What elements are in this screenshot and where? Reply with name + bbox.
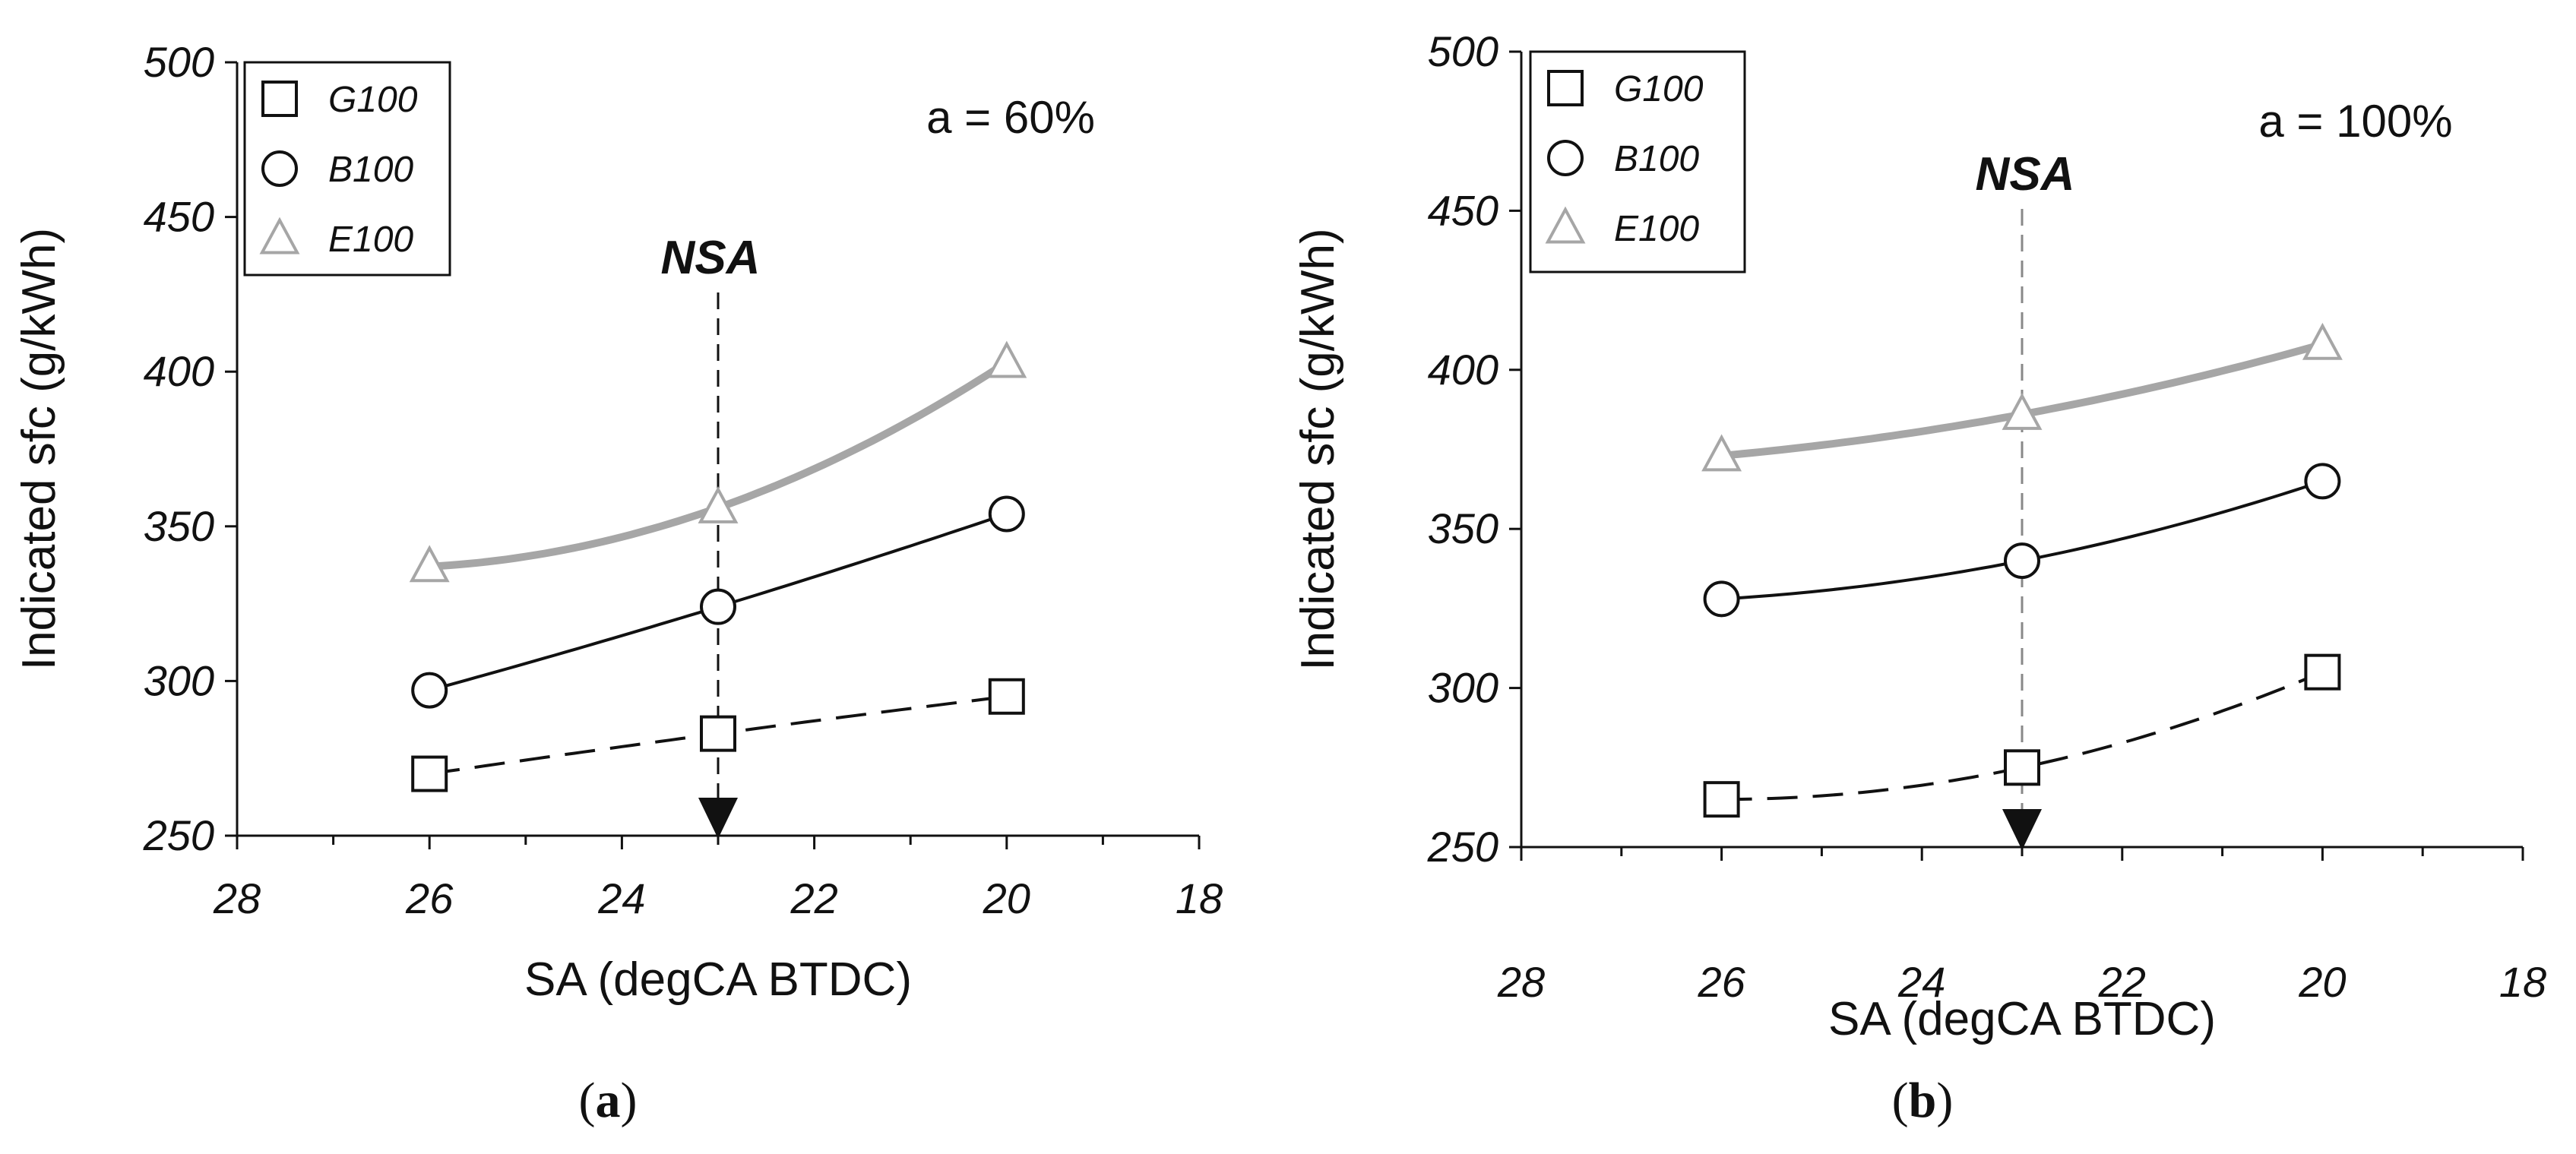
y-tick-label: 350 xyxy=(1428,504,1498,552)
data-point-b100 xyxy=(411,672,448,709)
chart-panel-b: a = 100% NSA SA (degCA BTDC) Indicated s… xyxy=(1292,27,2546,1128)
data-point-e100 xyxy=(409,545,450,583)
series-b100 xyxy=(411,495,1025,709)
caption-open-paren: ( xyxy=(1892,1073,1909,1128)
caption-letter: b xyxy=(1909,1073,1937,1128)
axes: 250 300 350 400 450 500 28 26 24 22 20 18 xyxy=(143,38,1223,922)
legend-label-g100: G100 xyxy=(328,80,418,120)
y-tick-label: 250 xyxy=(143,811,214,859)
series-g100 xyxy=(411,678,1025,792)
y-tick-label: 450 xyxy=(144,193,214,241)
x-axis-title: SA (degCA BTDC) xyxy=(1828,993,2216,1045)
x-tick-label: 18 xyxy=(2499,958,2546,1006)
legend-label-b100: B100 xyxy=(328,150,413,190)
data-point-b100 xyxy=(2004,542,2040,580)
panel-caption: (a) xyxy=(579,1073,638,1128)
data-point-e100 xyxy=(2002,393,2043,430)
x-tick-label: 26 xyxy=(405,874,454,922)
legend xyxy=(1529,50,1746,273)
data-point-e100 xyxy=(2302,322,2343,360)
x-tick-label: 20 xyxy=(983,874,1030,922)
x-tick-label: 24 xyxy=(1897,958,1945,1006)
y-tick-label: 300 xyxy=(144,656,214,704)
data-point-b100 xyxy=(988,495,1025,533)
legend-label-e100: E100 xyxy=(1614,209,1699,249)
y-tick-label: 500 xyxy=(1428,27,1498,75)
caption-close-paren: ) xyxy=(621,1073,638,1128)
y-axis-title: Indicated sfc (g/kWh) xyxy=(13,228,65,670)
data-point-g100 xyxy=(2004,749,2040,786)
x-tick-label: 18 xyxy=(1176,874,1223,922)
y-tick-label: 350 xyxy=(144,502,214,550)
x-tick-label: 28 xyxy=(213,874,261,922)
annotation-a60: a = 60% xyxy=(926,92,1095,143)
y-tick-label: 500 xyxy=(144,38,214,86)
x-tick-label: 24 xyxy=(597,874,645,922)
data-point-e100 xyxy=(1701,434,1742,472)
legend-marker-e100 xyxy=(1545,206,1586,244)
data-point-g100 xyxy=(988,678,1025,715)
legend-marker-b100 xyxy=(1547,140,1584,176)
data-point-e100 xyxy=(986,340,1027,378)
caption-letter: a xyxy=(596,1073,621,1128)
y-tick-label: 450 xyxy=(1428,186,1498,234)
nsa-label: NSA xyxy=(1976,148,2075,201)
legend-label-e100: E100 xyxy=(328,220,413,260)
y-tick-label: 250 xyxy=(1427,823,1498,871)
series-g100 xyxy=(1703,653,2341,818)
x-tick-label: 26 xyxy=(1697,958,1745,1006)
data-point-b100 xyxy=(700,588,736,625)
series-b100 xyxy=(1703,463,2341,618)
legend-label-b100: B100 xyxy=(1614,139,1699,179)
series-e100 xyxy=(1701,322,2343,472)
x-tick-label: 22 xyxy=(2098,958,2146,1006)
axes: 250 300 350 400 450 500 28 26 24 22 20 18 xyxy=(1427,27,2547,1006)
legend-label-g100: G100 xyxy=(1614,69,1704,109)
nsa-label: NSA xyxy=(661,232,761,284)
data-point-g100 xyxy=(1703,781,1740,818)
panel-caption: (b) xyxy=(1892,1073,1954,1128)
nsa-arrow-icon xyxy=(698,798,738,839)
chart-panel-a: a = 60% NSA SA (degCA BTDC) Indicated sf… xyxy=(13,38,1223,1128)
annotation-a100: a = 100% xyxy=(2258,96,2452,147)
x-tick-label: 28 xyxy=(1497,958,1545,1006)
data-point-b100 xyxy=(2304,463,2341,500)
caption-close-paren: ) xyxy=(1936,1073,1953,1128)
legend xyxy=(243,61,451,277)
data-point-b100 xyxy=(1703,580,1740,618)
series-e100 xyxy=(409,340,1027,583)
legend-marker-g100 xyxy=(261,81,298,117)
y-tick-label: 400 xyxy=(1428,346,1498,394)
data-point-e100 xyxy=(698,485,739,523)
caption-open-paren: ( xyxy=(579,1073,596,1128)
data-point-g100 xyxy=(700,715,736,752)
y-tick-label: 300 xyxy=(1428,664,1498,712)
legend-marker-e100 xyxy=(259,217,300,255)
x-axis-title: SA (degCA BTDC) xyxy=(524,953,912,1006)
legend-marker-b100 xyxy=(261,150,298,187)
x-tick-label: 20 xyxy=(2298,958,2346,1006)
nsa-arrow-icon xyxy=(2002,809,2042,850)
y-tick-label: 400 xyxy=(144,347,214,395)
x-tick-label: 22 xyxy=(790,874,837,922)
data-point-g100 xyxy=(411,755,448,792)
y-axis-title: Indicated sfc (g/kWh) xyxy=(1292,228,1344,670)
data-point-g100 xyxy=(2304,653,2341,691)
legend-marker-g100 xyxy=(1547,70,1584,106)
